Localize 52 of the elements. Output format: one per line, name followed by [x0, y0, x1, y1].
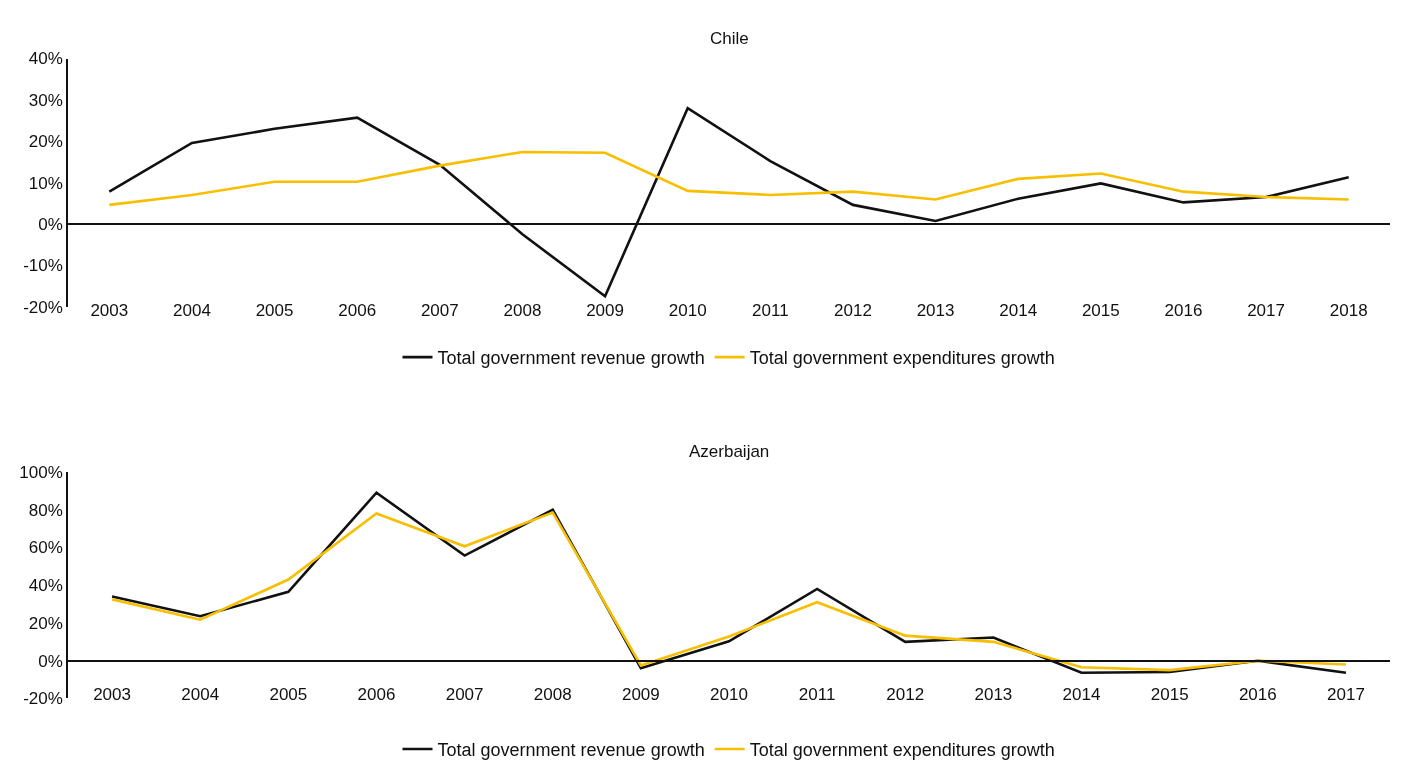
x-tick-label: 2012	[886, 684, 925, 704]
x-tick-label: 2014	[999, 301, 1038, 321]
x-tick-label: 2017	[1327, 684, 1365, 704]
legend-label: Total government revenue growth	[437, 740, 705, 761]
y-tick-label: 0%	[38, 214, 63, 234]
x-tick-label: 2008	[503, 301, 542, 321]
y-tick-label: 30%	[28, 90, 63, 110]
x-tick-label: 2009	[586, 301, 624, 321]
chart-title: Chile	[710, 29, 749, 48]
x-tick-label: 2013	[916, 301, 955, 321]
x-tick-label: 2013	[974, 684, 1013, 704]
y-tick-label: 40%	[28, 49, 63, 69]
y-tick-label: 10%	[28, 173, 63, 193]
x-tick-label: 2005	[269, 684, 308, 704]
x-tick-label: 2010	[710, 684, 748, 704]
x-tick-label: 2018	[1329, 301, 1368, 321]
x-tick-label: 2017	[1247, 301, 1285, 321]
x-tick-label: 2012	[834, 301, 872, 321]
x-tick-label: 2014	[1062, 684, 1101, 704]
x-tick-label: 2006	[338, 301, 377, 321]
legend-label: Total government expenditures growth	[749, 348, 1055, 369]
x-tick-label: 2003	[90, 301, 129, 321]
x-tick-label: 2004	[173, 301, 211, 321]
x-tick-label: 2011	[752, 301, 789, 321]
x-tick-label: 2005	[255, 301, 294, 321]
x-tick-label: 2010	[668, 301, 707, 321]
x-tick-label: 2016	[1164, 301, 1203, 321]
y-tick-label: 60%	[28, 538, 63, 558]
line-series	[108, 150, 1350, 207]
y-tick-label: -20%	[23, 689, 63, 709]
chart-title: Azerbaijan	[689, 442, 770, 461]
legend-label: Total government expenditures growth	[749, 740, 1055, 761]
legend-label: Total government revenue growth	[437, 348, 705, 369]
x-tick-label: 2008	[533, 684, 572, 704]
y-tick-label: 20%	[28, 132, 63, 152]
x-tick-label: 2007	[420, 301, 459, 321]
x-tick-label: 2009	[621, 684, 660, 704]
y-tick-label: 100%	[19, 462, 63, 482]
y-tick-label: -10%	[23, 256, 63, 276]
x-tick-label: 2015	[1150, 684, 1189, 704]
x-tick-label: 2011	[798, 684, 836, 704]
x-tick-label: 2015	[1081, 301, 1120, 321]
y-tick-label: -20%	[23, 297, 63, 317]
y-tick-label: 20%	[28, 613, 63, 633]
y-tick-label: 80%	[28, 500, 63, 520]
y-tick-label: 40%	[28, 576, 63, 596]
y-tick-label: 0%	[38, 651, 63, 671]
x-tick-label: 2007	[445, 684, 484, 704]
x-tick-label: 2004	[181, 684, 220, 704]
x-tick-label: 2006	[357, 684, 396, 704]
x-tick-label: 2016	[1238, 684, 1277, 704]
x-tick-label: 2003	[93, 684, 131, 704]
